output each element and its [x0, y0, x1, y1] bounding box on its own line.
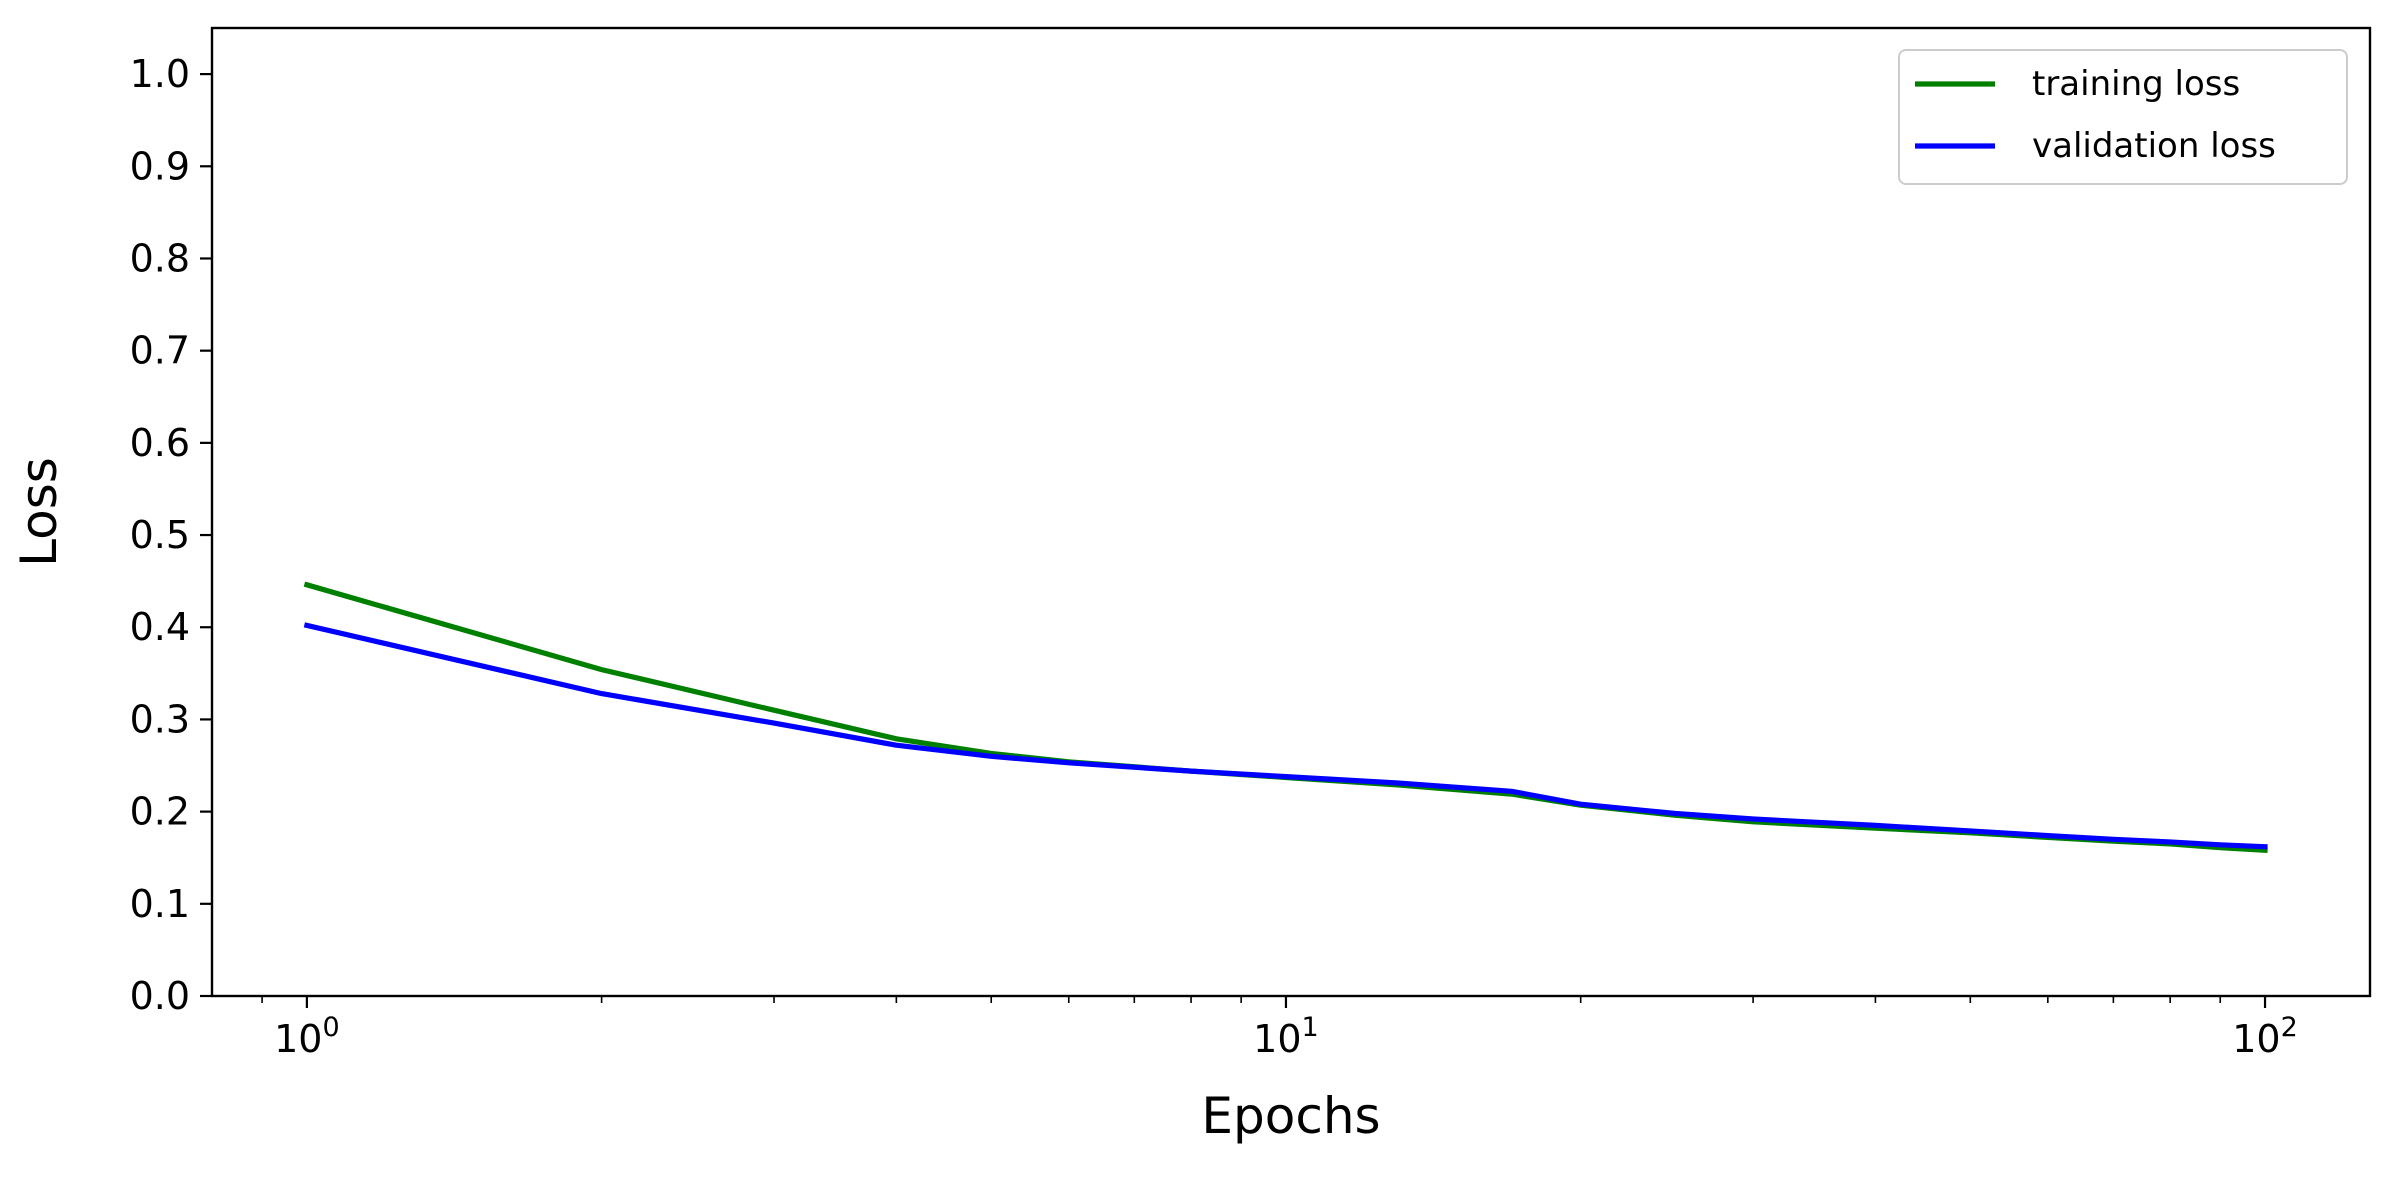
x-tick-label: 102: [2232, 1012, 2298, 1061]
legend-entry-label: training loss: [2032, 64, 2240, 104]
x-tick-exponent: 2: [2281, 1012, 2298, 1043]
y-tick-label: 0.2: [130, 790, 190, 834]
plot-frame: [210, 26, 2372, 998]
x-tick-exponent: 1: [1302, 1012, 1319, 1043]
y-tick-label: 0.3: [130, 697, 190, 741]
x-tick-base: 10: [1253, 1017, 1301, 1061]
y-tick-label: 0.7: [130, 329, 190, 373]
x-tick-label: 101: [1253, 1012, 1319, 1061]
y-tick-label: 0.8: [130, 236, 190, 280]
y-tick-label: 0.9: [130, 144, 190, 188]
y-tick-label: 0.6: [130, 421, 190, 465]
y-tick-label: 0.5: [130, 513, 190, 557]
x-tick-exponent: 0: [322, 1012, 339, 1043]
y-axis-label: Loss: [10, 457, 68, 567]
y-tick-label: 0.1: [130, 882, 190, 926]
x-axis-label: Epochs: [1201, 1087, 1380, 1145]
legend-entry-label: validation loss: [2032, 126, 2276, 166]
y-tick-label: 1.0: [130, 52, 190, 96]
y-tick-label: 0.0: [130, 974, 190, 1018]
x-tick-base: 10: [274, 1017, 322, 1061]
x-tick-base: 10: [2232, 1017, 2280, 1061]
legend-box: [1898, 49, 2348, 185]
series-layer: [303, 581, 2268, 854]
validation-loss-line: [303, 622, 2268, 850]
x-tick-label: 100: [274, 1012, 340, 1061]
legend: training loss validation loss: [1898, 49, 2348, 185]
y-tick-label: 0.4: [130, 605, 190, 649]
